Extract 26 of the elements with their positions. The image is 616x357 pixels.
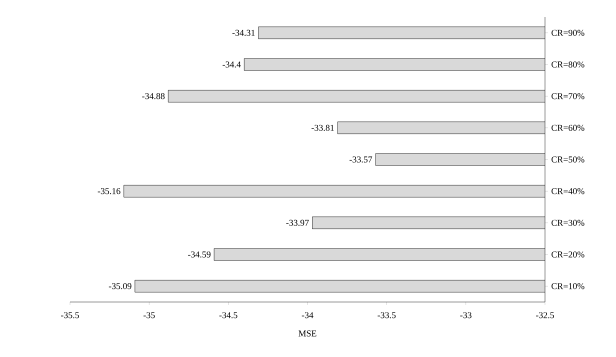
x-tick-label: -32.5 <box>536 312 554 318</box>
x-tick-label: -34.5 <box>219 312 238 318</box>
x-tick-label: -33.5 <box>378 312 396 318</box>
data-label: -33.97 <box>286 220 309 226</box>
y-tick-label: CR=50% <box>552 156 584 163</box>
y-tick-label: CR=10% <box>552 283 584 290</box>
y-tick-label: CR=80% <box>552 61 584 68</box>
x-tick-label: -35.5 <box>60 312 79 318</box>
data-label: -34.88 <box>142 93 165 100</box>
data-label: -33.57 <box>350 156 372 163</box>
data-label: -34.31 <box>232 30 255 36</box>
x-axis-title: MSE <box>298 330 316 336</box>
y-tick-label: CR=70% <box>552 93 584 100</box>
y-tick-label: CR=40% <box>552 188 584 194</box>
data-label: -35.09 <box>108 283 132 290</box>
y-tick-label: CR=60% <box>552 124 584 131</box>
y-tick-label: CR=90% <box>552 30 584 36</box>
y-tick-label: CR=30% <box>552 220 584 226</box>
data-label: -33.81 <box>312 124 334 131</box>
data-label: -34.4 <box>222 61 241 68</box>
data-label: -35.16 <box>98 188 120 194</box>
data-label: -34.59 <box>188 251 211 258</box>
x-tick-label: -35 <box>144 312 155 318</box>
x-tick-label: -33 <box>460 312 472 318</box>
x-tick-label: -34 <box>302 312 314 318</box>
y-tick-label: CR=20% <box>552 251 584 258</box>
